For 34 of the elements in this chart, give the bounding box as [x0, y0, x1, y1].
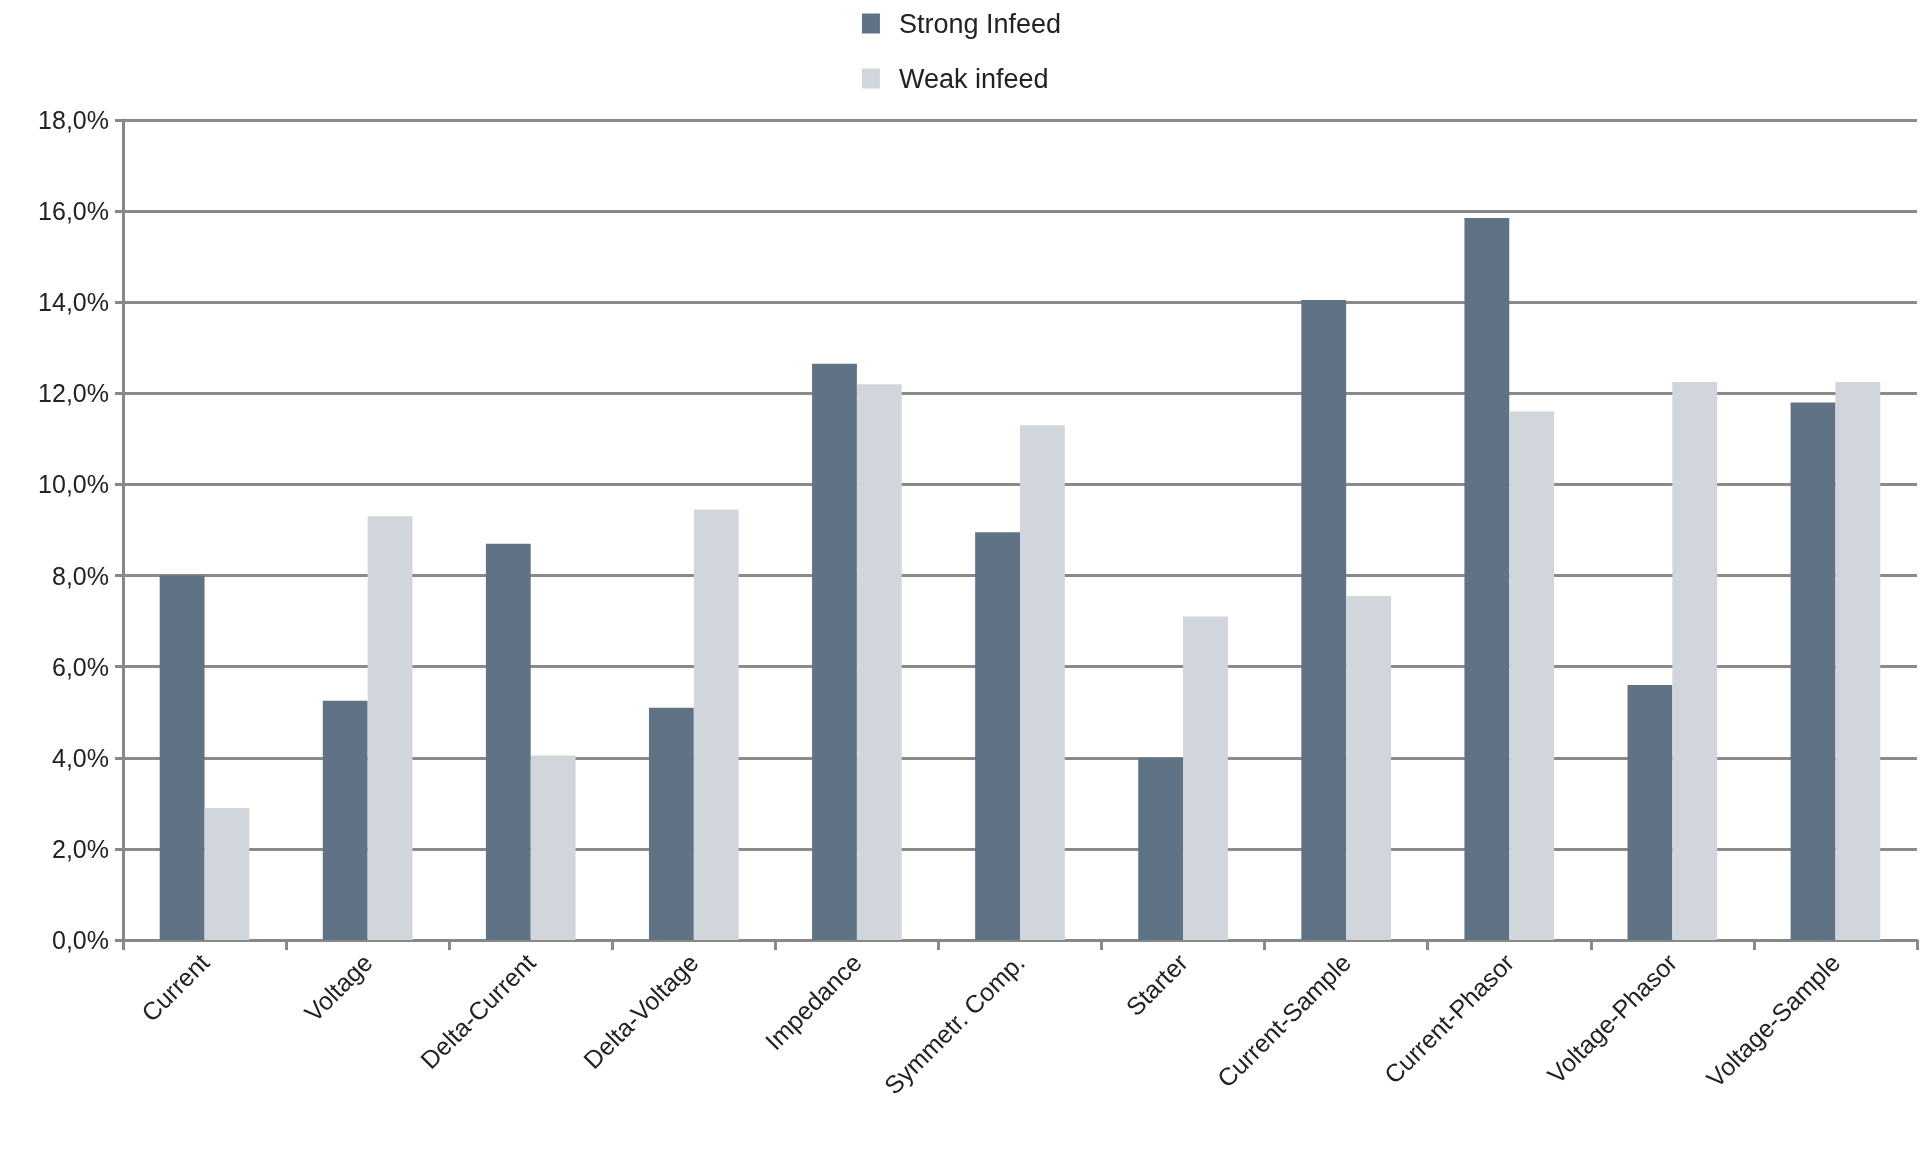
- bar: [1346, 596, 1392, 940]
- y-tick-label: 2,0%: [52, 834, 109, 863]
- y-tick-label: 14,0%: [38, 288, 109, 317]
- y-tick-label: 12,0%: [38, 379, 109, 408]
- y-tick-label: 18,0%: [38, 106, 109, 134]
- bar: [1835, 381, 1881, 940]
- y-tick-label: 6,0%: [52, 652, 109, 681]
- bar: [1672, 381, 1718, 940]
- bar: [1301, 299, 1347, 940]
- bar: [1627, 684, 1673, 940]
- y-tick-label: 10,0%: [38, 470, 109, 499]
- bar: [648, 707, 694, 940]
- y-tick-label: 16,0%: [38, 197, 109, 226]
- y-tick-label: 4,0%: [52, 743, 109, 772]
- bar: [204, 807, 250, 940]
- bar: [1020, 425, 1065, 940]
- bar: [367, 516, 413, 940]
- y-tick-label: 8,0%: [52, 561, 109, 590]
- bar: [159, 575, 205, 940]
- bar: [485, 543, 531, 940]
- y-tick-label: 0,0%: [52, 926, 109, 954]
- bar: [812, 363, 857, 940]
- bar: [1790, 402, 1836, 940]
- bar: [856, 384, 902, 940]
- bar: [322, 700, 368, 940]
- bar: [1509, 411, 1555, 940]
- bar: [693, 509, 739, 940]
- bar: [1464, 217, 1510, 940]
- bar: [975, 532, 1020, 940]
- bar: [1183, 616, 1228, 940]
- bar: [1138, 757, 1184, 940]
- legend-label: Strong Infeed: [898, 8, 1062, 39]
- bar: [530, 755, 576, 940]
- legend-label: Weak infeed: [898, 63, 1049, 94]
